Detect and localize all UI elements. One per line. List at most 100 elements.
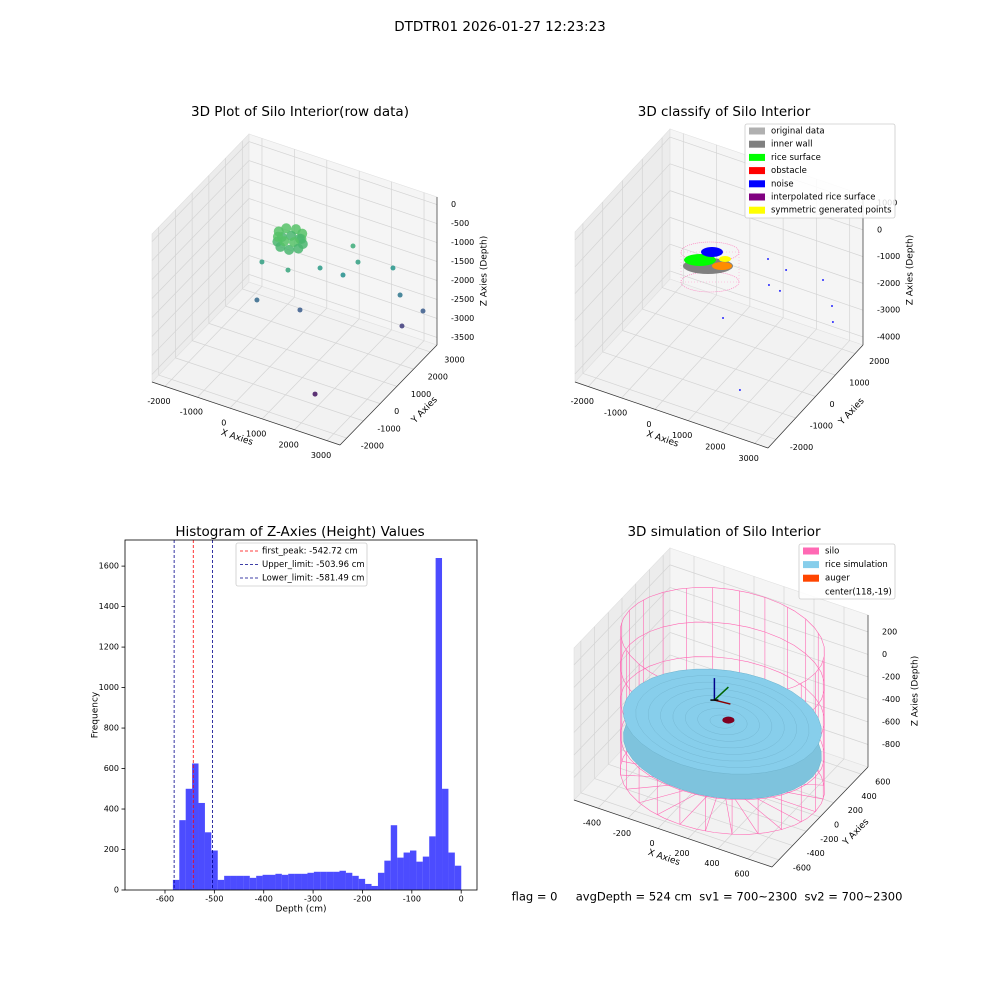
- z-axis-label: Z Axies (Depth): [911, 656, 921, 727]
- y-axis-label: Y Axies: [836, 396, 866, 428]
- y-tick-label: 400: [861, 792, 876, 801]
- grid-line: [669, 564, 869, 633]
- histogram-bar: [409, 850, 417, 890]
- z-tick-label: -2000: [877, 279, 900, 288]
- x-tick-label: 2000: [278, 440, 298, 449]
- grid-line: [151, 198, 250, 299]
- legend-label: Upper_limit: -503.96 cm: [262, 560, 365, 570]
- grid-line: [229, 307, 328, 409]
- grid-line: [151, 255, 250, 356]
- legend-swatch: [749, 153, 765, 161]
- z-tick-label: -1000: [877, 252, 900, 261]
- histogram-bar: [313, 871, 321, 890]
- grid-line: [326, 340, 425, 441]
- x-tick-label: 0: [221, 419, 226, 428]
- x-tick-label: 600: [734, 869, 749, 878]
- legend-box: [798, 543, 896, 600]
- legend-swatch: [749, 180, 765, 188]
- grid-line: [151, 236, 250, 337]
- grid-line: [248, 179, 438, 243]
- legend-box: [235, 542, 368, 587]
- histogram-bar: [288, 873, 295, 890]
- legend-label: rice surface: [771, 153, 821, 163]
- data-point: [254, 297, 260, 303]
- legend-label: symmetric generated points: [771, 206, 892, 216]
- y-tick-label: 200: [104, 845, 119, 854]
- histogram-bar: [422, 856, 430, 890]
- z-axis-label: Z Axies (Depth): [906, 235, 916, 306]
- histogram-bar: [403, 852, 410, 890]
- legend-label: interpolated rice surface: [771, 193, 876, 203]
- histogram-bar: [301, 873, 308, 890]
- histogram-bar: [236, 875, 244, 890]
- y-tick-label: 0: [114, 886, 119, 895]
- z-tick-label: 0: [451, 200, 456, 209]
- data-point: [722, 317, 725, 320]
- z-tick-label: -2500: [451, 295, 474, 304]
- grid-line: [164, 286, 263, 387]
- data-point: [785, 268, 788, 271]
- y-tick-label: 1000: [411, 390, 431, 399]
- legend-label: auger: [825, 574, 850, 584]
- histogram-bar: [172, 879, 180, 890]
- grid-line: [642, 308, 836, 376]
- x-tick-label: 0: [649, 839, 654, 848]
- grid-line: [608, 763, 807, 832]
- grid-line: [573, 609, 671, 711]
- histogram-bar: [185, 788, 193, 890]
- grid-line: [669, 217, 864, 284]
- x-tick-label: 200: [674, 849, 689, 858]
- grid-line: [261, 318, 360, 420]
- x-tick-label: -500: [205, 895, 223, 904]
- y-axis-line: [767, 344, 864, 449]
- x-tick-label: 3000: [739, 454, 759, 463]
- histogram-bar: [333, 871, 340, 890]
- z-axis-label: Z Axies (Depth): [480, 236, 490, 307]
- x-tick-label: 0: [646, 420, 651, 429]
- z-tick-label: -600: [882, 717, 900, 726]
- grid-line: [248, 141, 438, 205]
- rice-mesh: [660, 688, 785, 755]
- grid-line: [151, 179, 250, 280]
- x-tick-label: -300: [304, 895, 322, 904]
- y-tick-label: -2000: [790, 443, 813, 452]
- axes-frame: [124, 539, 478, 891]
- data-point: [767, 283, 770, 286]
- legend-swatch: [749, 193, 765, 201]
- rice-surface: [623, 668, 822, 775]
- grid-line: [669, 190, 864, 257]
- grid-line: [248, 255, 438, 319]
- y-tick-label: 0: [394, 407, 399, 416]
- data-point: [778, 289, 781, 292]
- histogram-bar: [358, 878, 366, 890]
- grid-line: [175, 357, 364, 422]
- histogram-bar: [275, 873, 282, 890]
- legend-label: Lower_limit: -581.49 cm: [262, 574, 364, 584]
- x-tick-label: -2000: [571, 397, 594, 406]
- histogram-bar: [198, 802, 205, 890]
- subplot-title: 3D Plot of Silo Interior(row data): [191, 104, 409, 120]
- legend-swatch: [749, 127, 765, 135]
- x-tick-label: -400: [583, 819, 601, 828]
- data-point: [420, 308, 426, 314]
- z-tick-label: -3000: [877, 306, 900, 315]
- z-tick-label: 0: [877, 225, 882, 234]
- histogram-bar: [230, 875, 237, 890]
- x-axis-line: [574, 381, 769, 449]
- grid-line: [158, 374, 347, 439]
- grid-line: [248, 160, 438, 224]
- histogram-bar: [211, 850, 218, 890]
- x-tick-label: -2000: [147, 397, 170, 406]
- data-point: [285, 267, 291, 273]
- histogram-bar: [384, 860, 391, 890]
- histogram-bar: [320, 871, 327, 890]
- rice-mesh: [697, 708, 748, 735]
- y-tick-label: 1000: [849, 379, 869, 388]
- histogram-bar: [429, 836, 436, 890]
- histogram-bar: [397, 857, 404, 890]
- histogram-bar: [192, 763, 199, 890]
- grid-line: [294, 329, 392, 431]
- data-point: [312, 391, 318, 397]
- y-tick-label: 2000: [428, 373, 448, 382]
